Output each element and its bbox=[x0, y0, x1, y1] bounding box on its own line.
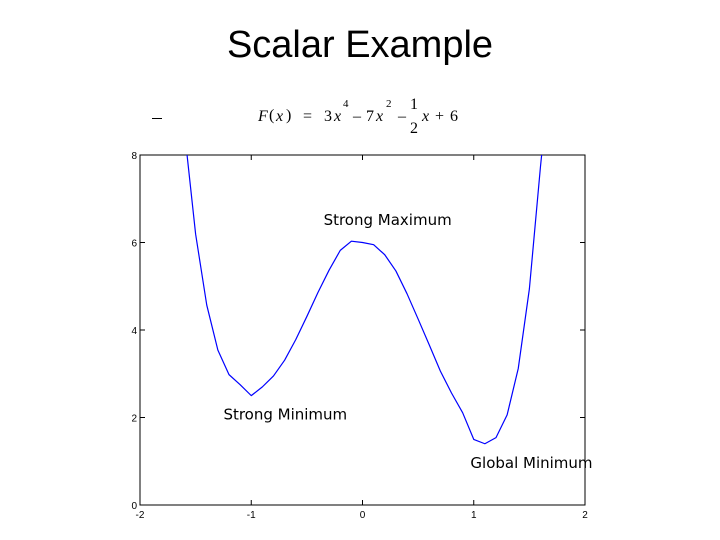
formula-paren-open: ( bbox=[269, 107, 275, 124]
y-tick-label: 8 bbox=[131, 151, 137, 162]
formula-t3-var: x bbox=[422, 108, 430, 125]
function-curve bbox=[186, 155, 543, 445]
y-tick-label: 2 bbox=[131, 414, 137, 425]
x-tick-label: 2 bbox=[582, 510, 588, 521]
tick-labels: -2 -1 0 1 2 0 2 4 6 8 bbox=[131, 151, 588, 521]
formula-t2-op: – bbox=[353, 108, 361, 125]
annotation-label: Strong Minimum bbox=[223, 406, 347, 424]
formula-t1-exp: 4 bbox=[343, 98, 349, 110]
y-tick-label: 4 bbox=[131, 326, 137, 337]
y-tick-label: 6 bbox=[131, 239, 137, 250]
x-tick-label: 0 bbox=[360, 510, 366, 521]
formula-t3-den: 2 bbox=[410, 120, 418, 137]
formula-t2-coef: 7 bbox=[366, 108, 374, 125]
formula-t3-op: – bbox=[398, 108, 406, 125]
formula-lhs-x: x bbox=[276, 108, 284, 125]
x-tick-label: 1 bbox=[471, 510, 477, 521]
formula-equals: = bbox=[303, 108, 313, 125]
y-tick-label: 0 bbox=[131, 501, 137, 512]
formula-t4-const: 6 bbox=[450, 108, 458, 125]
annotation-label: Strong Maximum bbox=[324, 211, 452, 229]
x-tick-label: -1 bbox=[247, 510, 256, 521]
formula-t2-exp: 2 bbox=[386, 98, 392, 110]
formula: F ( x ) = 3 x 4 – 7 x 2 – 1 2 x + 6 bbox=[256, 96, 476, 144]
series bbox=[186, 155, 543, 445]
annotation-label: Global Minimum bbox=[470, 454, 592, 472]
formula-lhs-F: F bbox=[258, 108, 268, 125]
formula-t4-op: + bbox=[435, 108, 445, 125]
formula-t2-var: x bbox=[376, 108, 384, 125]
formula-t1-var: x bbox=[334, 108, 342, 125]
slide-title: Scalar Example bbox=[226, 24, 494, 66]
formula-fraction-bar bbox=[152, 118, 162, 119]
annotations: Strong Maximum Strong Minimum Global Minim… bbox=[223, 211, 592, 472]
formula-t3-num: 1 bbox=[410, 96, 418, 113]
x-tick-label: -2 bbox=[136, 510, 145, 521]
axes bbox=[139, 154, 586, 506]
formula-t1-coef: 3 bbox=[324, 108, 332, 125]
plot-frame bbox=[139, 154, 586, 506]
formula-paren-close: ) bbox=[286, 107, 292, 124]
ticks bbox=[139, 154, 586, 506]
